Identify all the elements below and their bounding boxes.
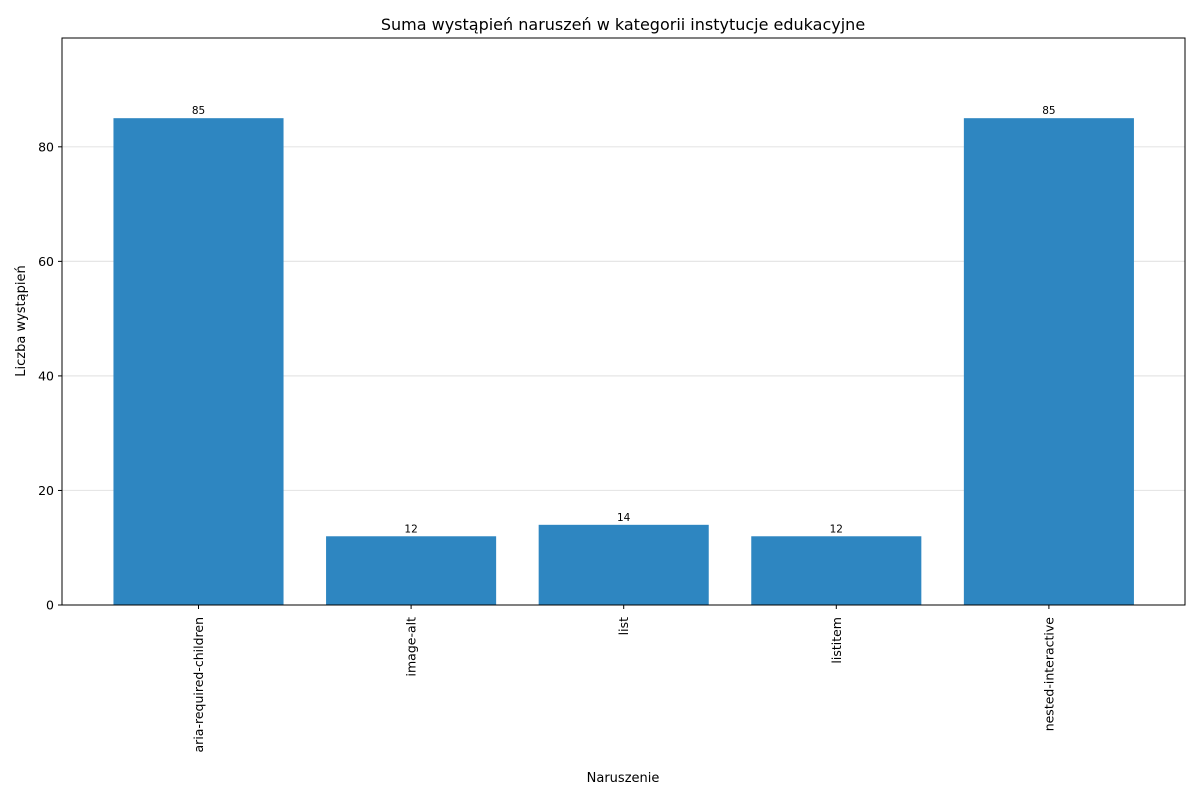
y-tick-label: 60 (38, 254, 54, 269)
chart-title: Suma wystąpień naruszeń w kategorii inst… (381, 15, 865, 34)
x-axis-ticks: aria-required-children image-alt list listi… (191, 605, 1056, 752)
bar (113, 118, 284, 605)
x-tick-label: nested-interactive (1041, 617, 1056, 732)
x-tick-label: listitem (829, 617, 844, 664)
bars (113, 118, 1134, 605)
bar (963, 118, 1134, 605)
data-label: 12 (404, 523, 417, 535)
bar (751, 536, 922, 605)
x-tick-label: image-alt (404, 617, 419, 677)
y-tick-label: 0 (46, 598, 54, 613)
plot-frame (61, 37, 1186, 606)
x-tick-label: aria-required-children (191, 617, 206, 752)
data-label: 85 (1042, 105, 1055, 117)
data-labels: 85 12 14 12 85 (192, 105, 1056, 535)
y-tick-label: 40 (38, 368, 54, 383)
bar (326, 536, 497, 605)
y-tick-label: 80 (38, 139, 54, 154)
data-label: 14 (617, 512, 631, 524)
data-label: 12 (830, 523, 843, 535)
data-label: 85 (192, 105, 205, 117)
bar (538, 524, 709, 605)
x-axis-label: Naruszenie (587, 771, 660, 786)
y-axis-label: Liczba wystąpień (14, 265, 29, 376)
y-axis-ticks: 0 20 40 60 80 (38, 139, 62, 613)
y-tick-label: 20 (38, 483, 54, 498)
x-tick-label: list (616, 617, 631, 635)
